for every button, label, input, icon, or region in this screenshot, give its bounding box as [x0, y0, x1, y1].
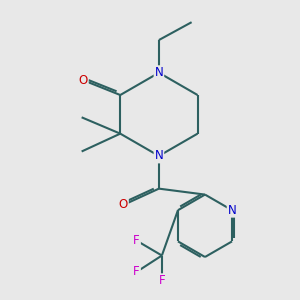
- Text: F: F: [159, 274, 165, 287]
- Text: O: O: [79, 74, 88, 87]
- Text: N: N: [154, 66, 163, 79]
- Text: N: N: [154, 149, 163, 162]
- Text: N: N: [228, 204, 236, 217]
- Text: O: O: [118, 199, 128, 212]
- Text: F: F: [133, 266, 140, 278]
- Text: F: F: [133, 234, 140, 247]
